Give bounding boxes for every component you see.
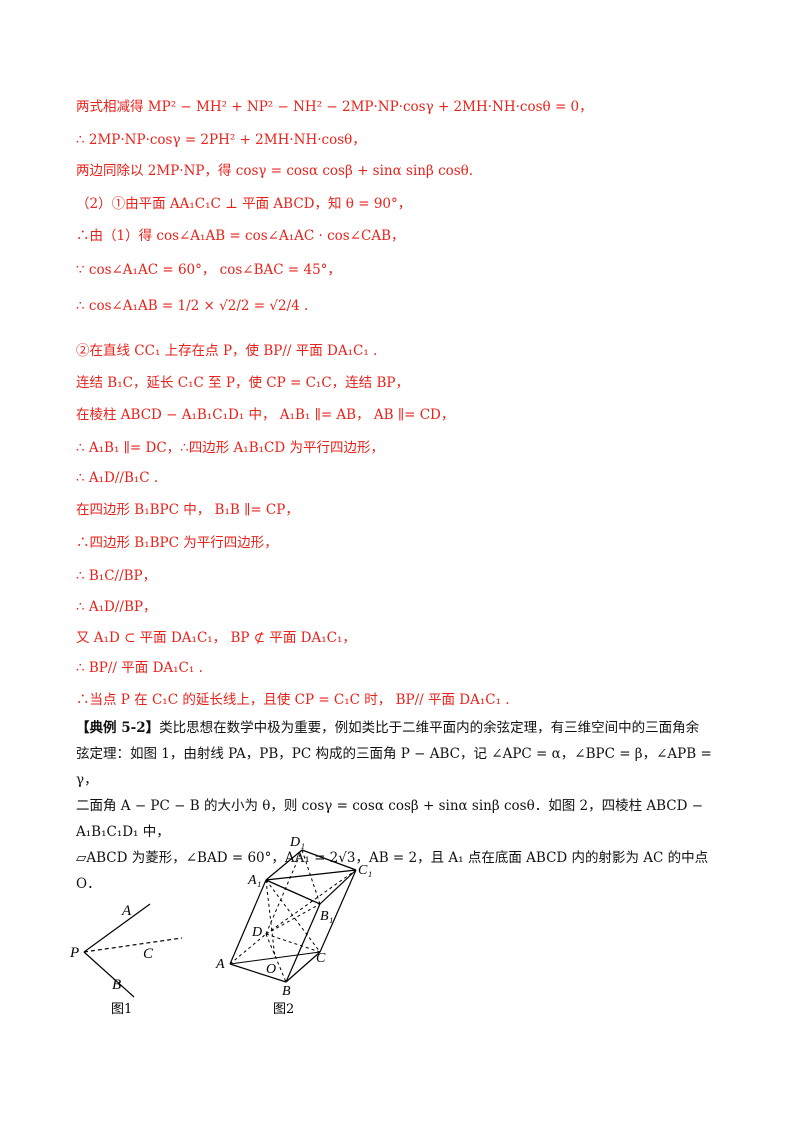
example-text-2: 弦定理：如图 1，由射线 PA，PB，PC 构成的三面角 P − ABC，记 ∠… — [76, 746, 712, 788]
diag-db — [265, 933, 287, 983]
label-p: P — [70, 945, 79, 961]
ray-pc — [83, 937, 183, 953]
label-o: O — [266, 962, 276, 977]
label-a1: A₁ — [247, 873, 261, 888]
edge-a1c1 — [265, 869, 357, 881]
edge-ad — [229, 933, 267, 965]
label-c: C — [143, 946, 154, 962]
edge-b1c1 — [319, 869, 357, 905]
seg-db1 — [265, 903, 321, 935]
ray-pb — [83, 951, 135, 998]
ray-pa — [83, 903, 151, 953]
figure-1-diagram: P A B C — [70, 903, 183, 998]
example-text-3: 二面角 A − PC − B 的大小为 θ，则 cosγ = cosα cosβ… — [76, 798, 704, 840]
solution-line-5: ∴由（1）得 cos∠A₁AB = cos∠A₁AC · cos∠CAB， — [76, 228, 405, 244]
solution-line-16: ∴ A₁D//BP， — [76, 599, 157, 615]
solution-line-7: ∴ cos∠A₁AB = 1/2 × √2/2 = √2/4 . — [76, 298, 309, 314]
solution-line-13: 在四边形 B₁BPC 中， B₁B ∥= CP， — [76, 502, 299, 518]
edge-aa1 — [229, 879, 267, 965]
label-c: C — [316, 951, 326, 966]
label-d1: D₁ — [289, 835, 305, 850]
solution-line-17: 又 A₁D ⊂ 平面 DA₁C₁， BP ⊄ 平面 DA₁C₁， — [76, 630, 356, 646]
edge-cc1 — [319, 869, 357, 953]
edge-dd1 — [265, 849, 303, 935]
solution-line-10: 在棱柱 ABCD − A₁B₁C₁D₁ 中， A₁B₁ ∥= AB， AB ∥=… — [76, 407, 455, 423]
solution-line-1: 两式相减得 MP² − MH² + NP² − NH² − 2MP·NP·cos… — [76, 99, 593, 115]
edge-ab — [229, 963, 287, 983]
seg-a1o — [265, 879, 276, 959]
solution-line-12: ∴ A₁D//B₁C . — [76, 470, 159, 486]
solution-line-4: （2）①由平面 AA₁C₁C ⊥ 平面 ABCD，知 θ = 90°， — [76, 196, 412, 212]
figure-2-diagram: D₁ C₁ A₁ B₁ D A O C B — [215, 835, 372, 997]
example-text-4: ▱ABCD 为菱形，∠BAD = 60°，AA₁ = 2√3，AB = 2，且 … — [76, 850, 709, 892]
example-paragraph: 【典例 5-2】类比思想在数学中极为重要，例如类比于二维平面内的余弦定理，有三维… — [76, 715, 726, 897]
seg-a1c — [265, 879, 321, 953]
example-text-1: 类比思想在数学中极为重要，例如类比于二维平面内的余弦定理，有三维空间中的三面角余 — [159, 720, 700, 736]
solution-line-18: ∴ BP// 平面 DA₁C₁ . — [76, 660, 203, 676]
edge-bb1 — [285, 903, 321, 983]
solution-line-9: 连结 B₁C，延长 C₁C 至 P，使 CP = C₁C，连结 BP， — [76, 375, 409, 391]
edge-d1c1 — [301, 849, 357, 871]
label-c1: C₁ — [358, 863, 372, 878]
solution-line-6: ∵ cos∠A₁AC = 60°， cos∠BAC = 45°， — [76, 262, 341, 278]
seg-dc1 — [265, 869, 357, 935]
solution-line-2: ∴ 2MP·NP·cosγ = 2PH² + 2MH·NH·cosθ， — [76, 132, 366, 148]
solution-line-19: ∴当点 P 在 C₁C 的延长线上，且使 CP = C₁C 时， BP// 平面… — [76, 692, 510, 708]
label-b: B — [282, 984, 291, 997]
edge-d1b1 — [301, 849, 321, 905]
edge-a1d1 — [265, 849, 303, 881]
edge-dc — [265, 933, 321, 953]
label-b: B — [112, 977, 121, 993]
figure-2-caption: 图2 — [273, 1002, 295, 1017]
solution-line-8: ②在直线 CC₁ 上存在点 P，使 BP// 平面 DA₁C₁ . — [76, 343, 378, 359]
label-a: A — [121, 903, 132, 919]
example-line-1: 【典例 5-2】类比思想在数学中极为重要，例如类比于二维平面内的余弦定理，有三维… — [76, 715, 726, 741]
solution-line-15: ∴ B₁C//BP， — [76, 568, 157, 584]
figure-1-caption: 图1 — [111, 1002, 133, 1017]
solution-line-11: ∴ A₁B₁ ∥= DC，∴四边形 A₁B₁CD 为平行四边形， — [76, 440, 384, 456]
edge-a1b1-dup — [265, 879, 321, 905]
edge-bc — [285, 951, 321, 983]
solution-line-3: 两边同除以 2MP·NP，得 cosγ = cosα cosβ + sinα s… — [76, 163, 474, 179]
label-b1: B₁ — [320, 909, 333, 924]
solution-line-14: ∴四边形 B₁BPC 为平行四边形， — [76, 535, 278, 551]
label-a: A — [215, 957, 225, 972]
label-d: D — [251, 925, 262, 940]
example-tag: 【典例 5-2】 — [76, 720, 160, 736]
